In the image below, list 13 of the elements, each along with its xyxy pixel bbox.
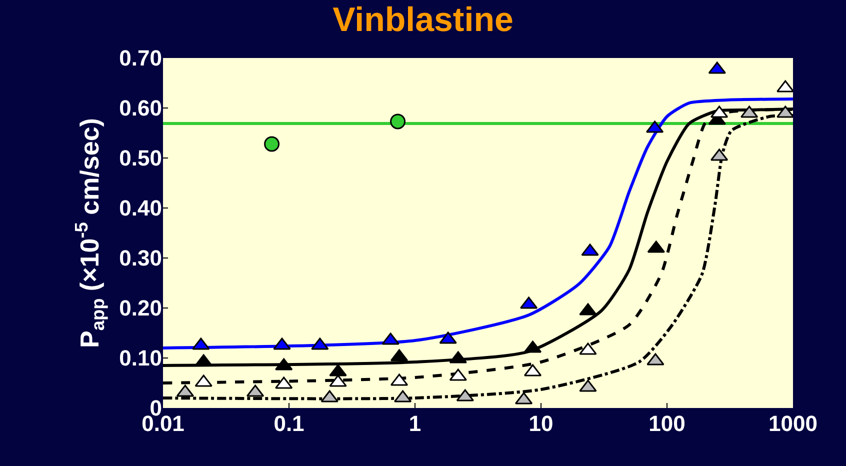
x-tick-label: 0.1 (274, 411, 304, 436)
x-tick-label: 1 (408, 411, 422, 436)
y-tick-label: 0.30 (119, 246, 162, 271)
chart-title: Vinblastine (332, 0, 514, 39)
y-tick-label: 0.10 (119, 346, 162, 371)
x-tick-label: 10 (528, 411, 554, 436)
y-tick-label: 0.20 (119, 296, 162, 321)
x-tick-label: 1000 (768, 411, 818, 436)
x-tick-label: 100 (648, 411, 686, 436)
y-tick-label: 0.60 (119, 96, 162, 121)
y-tick-label: 0.40 (119, 196, 162, 221)
y-tick-label: 0.50 (119, 146, 162, 171)
y-tick-label: 0.70 (119, 46, 162, 71)
